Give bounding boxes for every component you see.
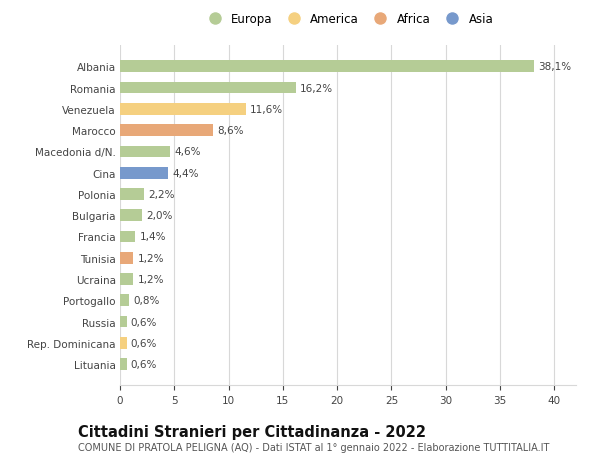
Bar <box>120 316 127 328</box>
Bar <box>120 295 128 307</box>
Text: 0,6%: 0,6% <box>131 338 157 348</box>
Text: 8,6%: 8,6% <box>218 126 244 136</box>
Bar <box>120 358 127 370</box>
Bar <box>120 274 133 285</box>
Text: 0,6%: 0,6% <box>131 317 157 327</box>
Bar <box>120 210 142 222</box>
Text: 1,2%: 1,2% <box>137 274 164 285</box>
Text: 16,2%: 16,2% <box>300 84 334 93</box>
Text: COMUNE DI PRATOLA PELIGNA (AQ) - Dati ISTAT al 1° gennaio 2022 - Elaborazione TU: COMUNE DI PRATOLA PELIGNA (AQ) - Dati IS… <box>78 442 550 452</box>
Bar <box>120 62 533 73</box>
Text: 0,6%: 0,6% <box>131 359 157 369</box>
Text: 11,6%: 11,6% <box>250 105 283 115</box>
Text: 38,1%: 38,1% <box>538 62 571 72</box>
Bar <box>120 189 144 200</box>
Bar <box>120 104 246 116</box>
Bar <box>120 168 168 179</box>
Bar <box>120 83 296 94</box>
Bar <box>120 125 214 137</box>
Text: 4,6%: 4,6% <box>174 147 201 157</box>
Text: 2,2%: 2,2% <box>148 190 175 200</box>
Text: 2,0%: 2,0% <box>146 211 172 221</box>
Legend: Europa, America, Africa, Asia: Europa, America, Africa, Asia <box>200 11 496 29</box>
Bar <box>120 252 133 264</box>
Text: 0,8%: 0,8% <box>133 296 160 306</box>
Text: Cittadini Stranieri per Cittadinanza - 2022: Cittadini Stranieri per Cittadinanza - 2… <box>78 425 426 440</box>
Bar <box>120 146 170 158</box>
Text: 4,4%: 4,4% <box>172 168 199 178</box>
Bar <box>120 337 127 349</box>
Text: 1,4%: 1,4% <box>140 232 166 242</box>
Bar <box>120 231 135 243</box>
Text: 1,2%: 1,2% <box>137 253 164 263</box>
